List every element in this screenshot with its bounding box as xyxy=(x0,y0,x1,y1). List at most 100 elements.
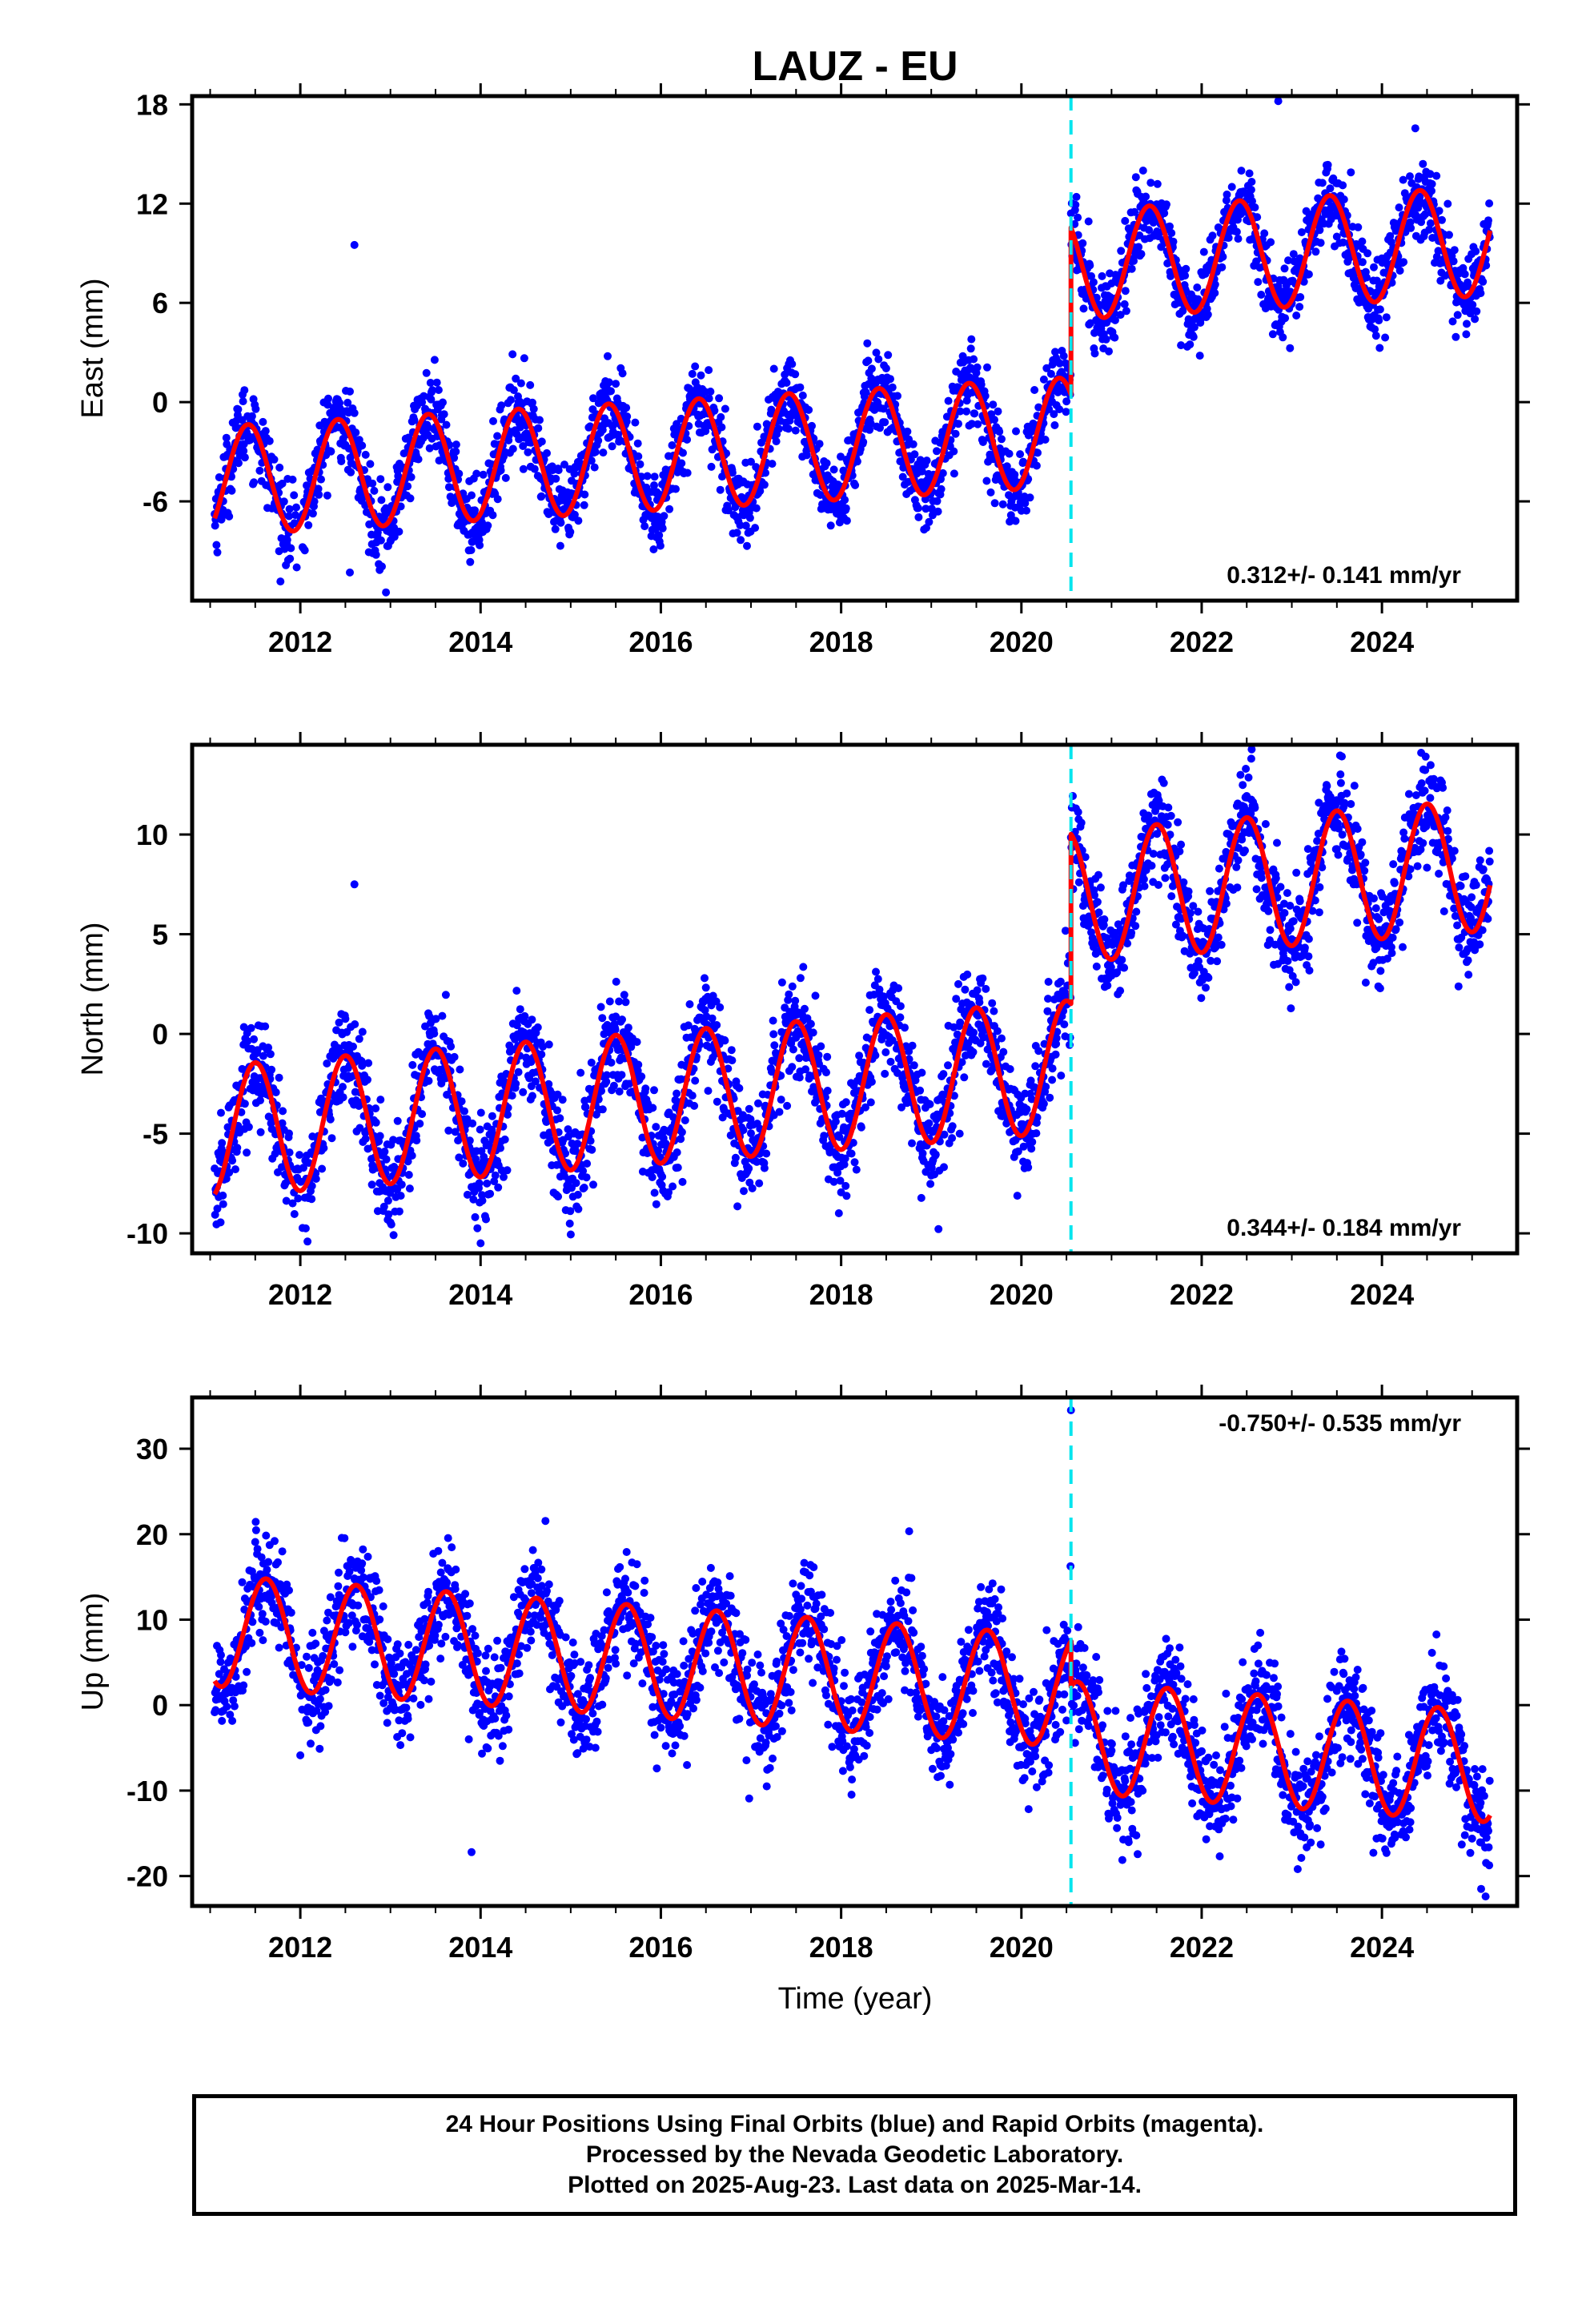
data-point xyxy=(1375,344,1384,352)
data-point xyxy=(977,380,986,389)
data-point xyxy=(225,1168,234,1177)
data-point xyxy=(231,1165,239,1174)
data-point xyxy=(380,1148,389,1156)
data-point xyxy=(233,1144,242,1152)
data-point xyxy=(822,1068,830,1077)
data-point xyxy=(537,437,546,446)
data-point xyxy=(754,1099,762,1108)
data-point xyxy=(913,504,922,513)
data-point xyxy=(668,441,677,449)
data-point xyxy=(240,453,249,462)
data-point xyxy=(463,1190,472,1199)
data-point xyxy=(1448,317,1457,326)
data-point xyxy=(637,1072,646,1081)
data-point xyxy=(519,1088,528,1096)
data-point xyxy=(909,440,917,448)
data-point xyxy=(934,1224,943,1233)
data-point xyxy=(998,500,1007,509)
data-point xyxy=(573,1190,582,1199)
data-point xyxy=(916,1086,925,1095)
x-tick-label: 2014 xyxy=(448,625,512,658)
data-point xyxy=(212,541,221,549)
data-point xyxy=(669,1182,677,1191)
data-point xyxy=(1190,323,1199,332)
data-point xyxy=(539,1043,547,1051)
data-point xyxy=(251,404,260,413)
data-point xyxy=(760,1164,769,1172)
data-point xyxy=(1166,222,1174,231)
data-point xyxy=(1435,207,1443,215)
chart-title: LAUZ - EU xyxy=(752,43,958,90)
data-point xyxy=(528,398,536,407)
data-point xyxy=(339,1083,347,1092)
data-point xyxy=(1182,264,1191,273)
data-point xyxy=(1427,179,1436,188)
data-point xyxy=(240,386,249,395)
data-point xyxy=(650,481,658,489)
data-point xyxy=(1096,883,1105,892)
data-point xyxy=(1071,200,1080,209)
data-point xyxy=(308,509,317,518)
data-point xyxy=(873,975,882,983)
data-point xyxy=(1427,187,1435,195)
data-point xyxy=(239,447,248,455)
data-point xyxy=(451,1128,460,1136)
data-point xyxy=(672,485,680,493)
data-point xyxy=(660,512,669,521)
data-point xyxy=(1011,517,1020,525)
data-point xyxy=(1032,1129,1041,1138)
data-point xyxy=(886,375,894,384)
data-point xyxy=(617,1071,626,1080)
data-point xyxy=(408,1152,416,1160)
data-point xyxy=(1415,192,1424,201)
data-point xyxy=(809,1028,817,1037)
data-point xyxy=(1055,405,1064,414)
data-point xyxy=(934,507,942,516)
data-point xyxy=(740,1187,748,1196)
data-point xyxy=(1399,258,1408,267)
panels-layer: 2012 2014 2016 2018 2020 2022 2024-6061218East… xyxy=(76,83,1530,2016)
data-point xyxy=(255,466,264,475)
data-point xyxy=(323,400,332,409)
data-point xyxy=(508,444,517,453)
data-point xyxy=(599,448,608,457)
data-point xyxy=(859,437,868,446)
data-point xyxy=(389,1136,398,1144)
data-point xyxy=(379,1202,388,1211)
data-point xyxy=(307,1195,316,1204)
data-point xyxy=(1087,271,1095,280)
data-point xyxy=(685,1000,694,1008)
data-point xyxy=(1131,173,1140,182)
data-point xyxy=(516,416,525,424)
data-point xyxy=(351,1020,359,1028)
data-point xyxy=(591,448,600,456)
data-point xyxy=(364,1059,373,1068)
data-point xyxy=(574,1204,583,1213)
data-point xyxy=(925,517,934,526)
data-point xyxy=(1234,235,1243,243)
data-point xyxy=(724,506,733,515)
data-point xyxy=(597,1087,606,1096)
data-point xyxy=(554,1192,563,1201)
data-point xyxy=(657,517,666,526)
data-point xyxy=(908,1041,917,1050)
data-point xyxy=(355,1124,364,1132)
data-point xyxy=(962,407,971,416)
data-point xyxy=(1411,124,1419,133)
data-point xyxy=(770,1041,779,1050)
data-point xyxy=(683,436,692,444)
data-point xyxy=(440,410,448,419)
data-point xyxy=(239,1023,248,1031)
data-point xyxy=(271,1088,280,1096)
data-point xyxy=(791,370,800,379)
data-point xyxy=(404,482,412,491)
data-point xyxy=(494,1183,503,1192)
data-point xyxy=(927,505,936,513)
panel-frame xyxy=(190,94,1520,603)
data-point xyxy=(944,396,953,405)
data-point xyxy=(315,490,323,499)
data-point xyxy=(466,557,475,566)
data-point xyxy=(1054,388,1062,396)
data-point xyxy=(259,1051,267,1060)
data-point xyxy=(491,1171,500,1180)
